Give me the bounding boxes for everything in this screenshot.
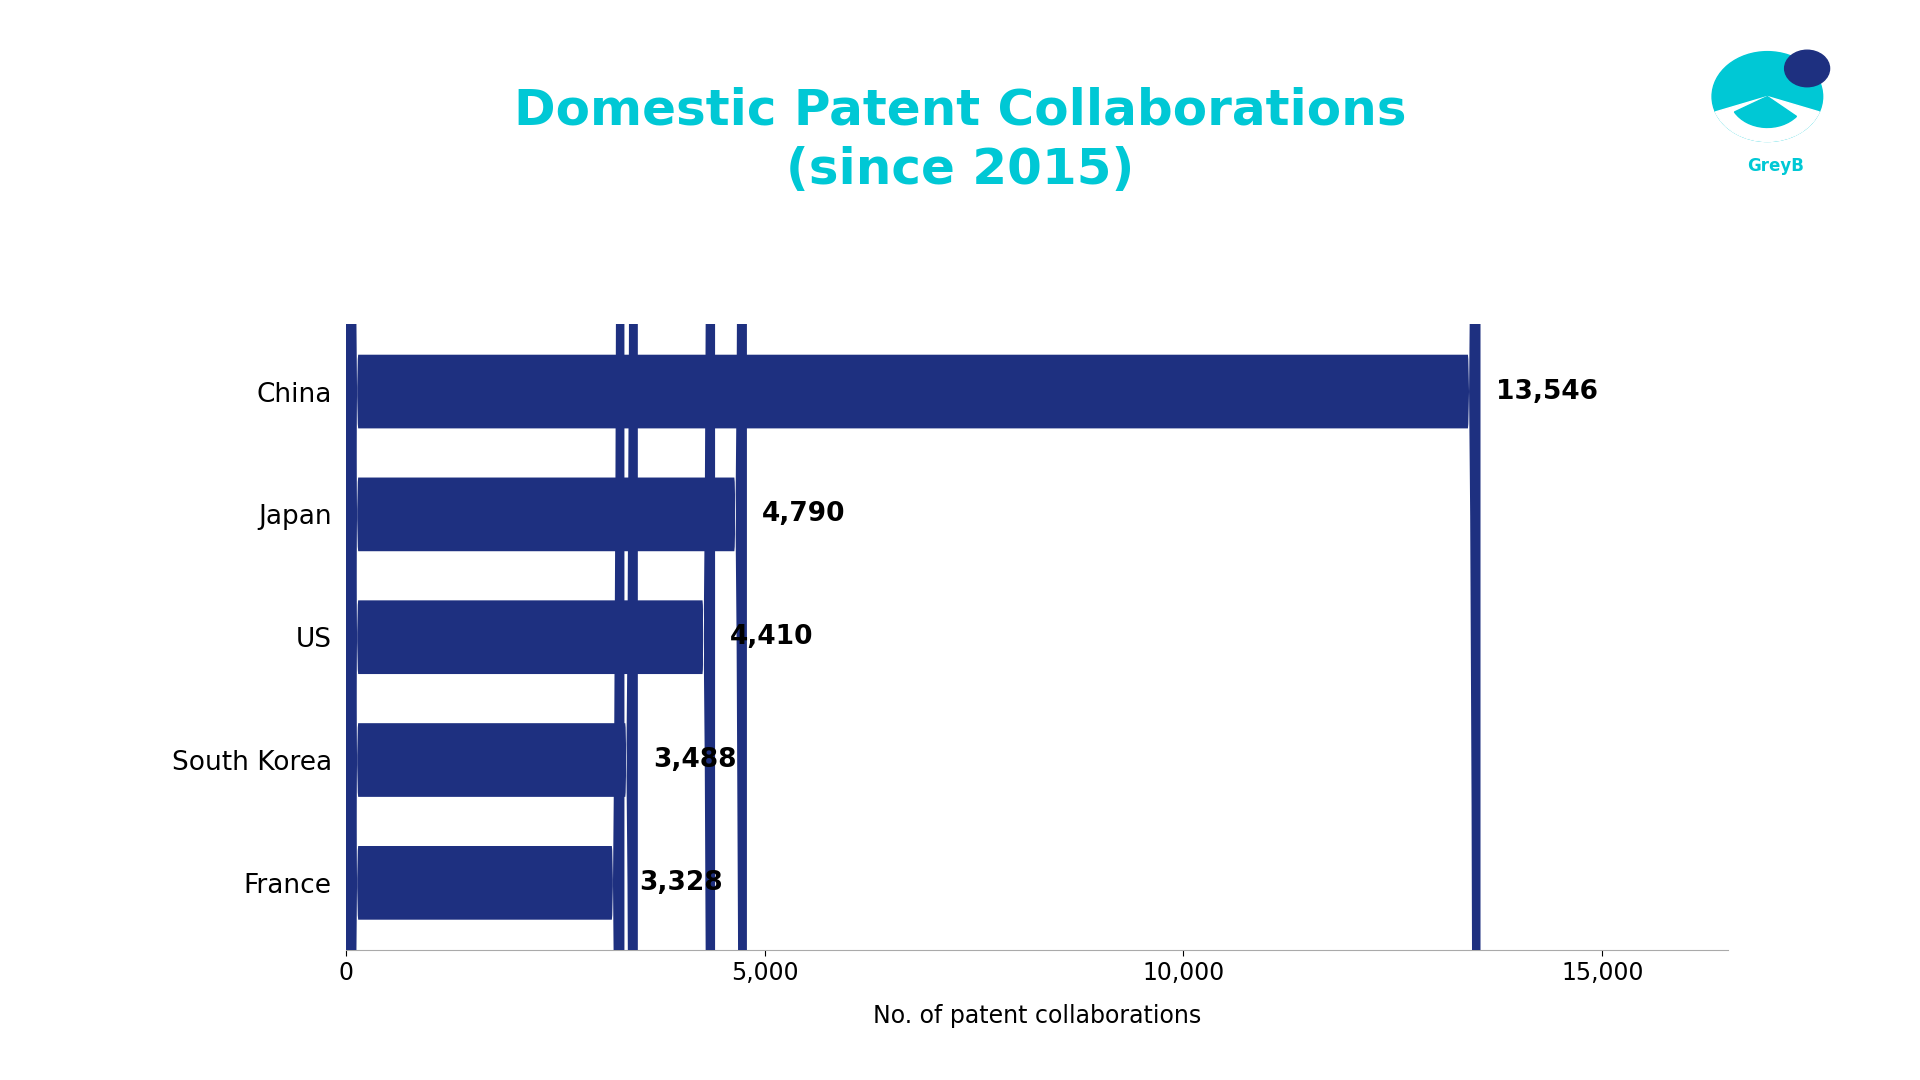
FancyBboxPatch shape (346, 0, 624, 1080)
Circle shape (1784, 50, 1830, 86)
FancyBboxPatch shape (346, 0, 637, 1080)
Wedge shape (1715, 96, 1820, 141)
FancyBboxPatch shape (346, 0, 747, 1080)
X-axis label: No. of patent collaborations: No. of patent collaborations (874, 1004, 1200, 1028)
Text: GreyB: GreyB (1747, 158, 1805, 175)
FancyBboxPatch shape (346, 0, 714, 1080)
Text: 13,546: 13,546 (1496, 379, 1597, 405)
Text: 4,410: 4,410 (730, 624, 814, 650)
Circle shape (1713, 52, 1822, 141)
FancyBboxPatch shape (346, 0, 1480, 1080)
Text: 4,790: 4,790 (762, 501, 845, 527)
Text: Domestic Patent Collaborations
(since 2015): Domestic Patent Collaborations (since 20… (515, 86, 1405, 193)
Text: 3,488: 3,488 (653, 747, 737, 773)
Text: 3,328: 3,328 (639, 869, 724, 895)
Wedge shape (1734, 96, 1797, 127)
